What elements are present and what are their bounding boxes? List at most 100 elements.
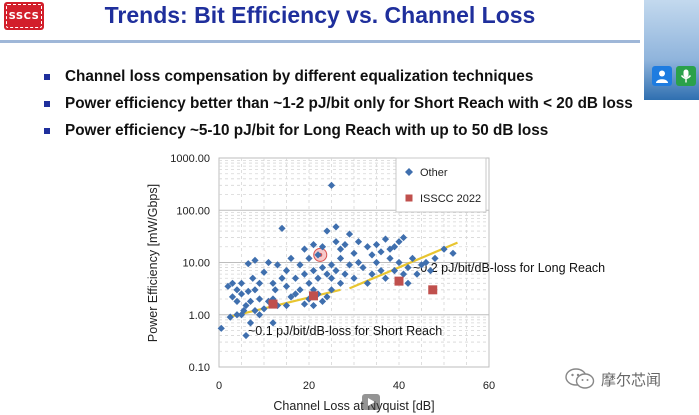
other-data-point <box>246 297 255 306</box>
other-data-point <box>413 270 421 278</box>
other-data-point <box>251 286 259 294</box>
other-data-point <box>233 286 241 294</box>
legend-other-label: Other <box>420 167 448 179</box>
y-tick-label: 10.00 <box>182 258 210 270</box>
other-data-point <box>260 305 268 313</box>
other-data-point <box>377 266 385 275</box>
other-data-point <box>341 270 349 278</box>
legend-isscc-label: ISSCC 2022 <box>420 193 481 205</box>
other-data-point <box>323 270 331 278</box>
microphone-icon <box>680 69 692 83</box>
other-data-point <box>217 324 225 332</box>
other-data-point <box>350 274 358 282</box>
other-data-point <box>323 227 331 235</box>
other-data-point <box>332 223 340 231</box>
video-side-panel <box>644 0 699 100</box>
other-data-point <box>426 266 435 275</box>
other-data-point <box>314 274 322 282</box>
other-data-point <box>377 248 385 256</box>
other-data-point <box>228 279 237 287</box>
other-data-point <box>372 258 381 267</box>
other-data-point <box>449 249 457 257</box>
other-data-point <box>359 263 367 272</box>
other-data-point <box>354 258 363 267</box>
other-data-point <box>314 251 322 259</box>
other-data-point <box>287 293 295 301</box>
x-tick-label: 40 <box>393 380 405 392</box>
other-data-point <box>278 274 286 282</box>
other-data-point <box>264 258 273 267</box>
other-data-point <box>309 301 318 310</box>
trend-label-long-reach: ~0.2 pJ/bit/dB-loss for Long Reach <box>413 261 605 275</box>
other-data-point <box>390 243 399 251</box>
isscc-2022-data-point <box>309 291 318 301</box>
other-data-point <box>244 260 252 268</box>
other-data-point <box>233 297 241 306</box>
y-axis-label: Power Efficiency [mW/Gbps] <box>146 184 160 342</box>
other-data-point <box>404 263 412 272</box>
sscs-logo: SSCS <box>4 2 44 30</box>
x-tick-label: 0 <box>216 380 222 392</box>
other-data-point <box>291 274 300 282</box>
y-tick-label: 0.10 <box>189 362 210 374</box>
bullet-text: Channel loss compensation by different e… <box>65 68 534 85</box>
other-data-point <box>390 266 399 275</box>
other-data-point <box>318 297 327 306</box>
y-tick-label: 1.00 <box>189 310 210 322</box>
slide-title: Trends: Bit Efficiency vs. Channel Loss <box>104 2 536 28</box>
legend-box <box>395 157 487 213</box>
other-data-point <box>408 254 417 262</box>
other-data-point <box>246 319 255 327</box>
other-data-point <box>237 279 246 287</box>
play-icon <box>368 398 375 406</box>
isscc-2022-data-point <box>394 276 404 286</box>
other-data-point <box>381 274 390 282</box>
other-data-point <box>255 279 264 287</box>
camera-button[interactable] <box>652 66 672 86</box>
other-data-point <box>327 286 336 294</box>
bullet-square-icon <box>44 128 50 134</box>
video-play-button[interactable] <box>362 394 380 410</box>
other-data-point <box>404 279 412 287</box>
other-data-point <box>237 290 246 298</box>
trend-line <box>227 288 341 319</box>
person-icon <box>656 70 668 83</box>
other-data-point <box>363 243 372 251</box>
other-data-point <box>309 241 318 249</box>
other-data-point <box>271 286 279 294</box>
other-data-point <box>249 274 257 282</box>
other-data-point <box>300 270 309 278</box>
other-data-point <box>336 279 345 287</box>
other-data-point <box>296 261 304 269</box>
other-data-point <box>233 311 241 319</box>
x-tick-label: 20 <box>303 380 315 392</box>
bullet-square-icon <box>44 101 50 107</box>
other-data-point <box>240 307 248 315</box>
other-data-point <box>282 282 291 290</box>
other-data-point <box>386 254 394 262</box>
watermark-text: 摩尔芯闻 <box>601 371 662 389</box>
other-data-point <box>345 261 354 269</box>
other-data-point <box>291 290 300 298</box>
trend-label-short-reach: ~0.1 pJ/bit/dB-loss for Short Reach <box>248 324 442 338</box>
wechat-watermark: 摩尔芯闻 <box>565 368 661 390</box>
other-data-point <box>368 270 376 278</box>
other-data-point <box>244 287 252 295</box>
other-data-point <box>269 319 277 327</box>
other-data-point <box>300 245 309 253</box>
other-data-point <box>318 263 327 272</box>
other-data-point <box>395 238 403 246</box>
legend-other-marker <box>405 168 413 176</box>
microphone-button[interactable] <box>676 66 696 86</box>
legend-isscc-marker <box>405 194 413 202</box>
other-data-point <box>224 282 232 290</box>
other-data-point <box>242 301 250 310</box>
other-data-point <box>282 301 291 310</box>
other-data-point <box>431 254 439 262</box>
other-data-point <box>345 230 354 238</box>
wechat-icon <box>565 368 595 389</box>
other-data-point <box>251 307 259 315</box>
y-tick-label: 100.00 <box>176 205 210 217</box>
other-data-point <box>327 261 336 269</box>
title-underline <box>0 40 640 43</box>
